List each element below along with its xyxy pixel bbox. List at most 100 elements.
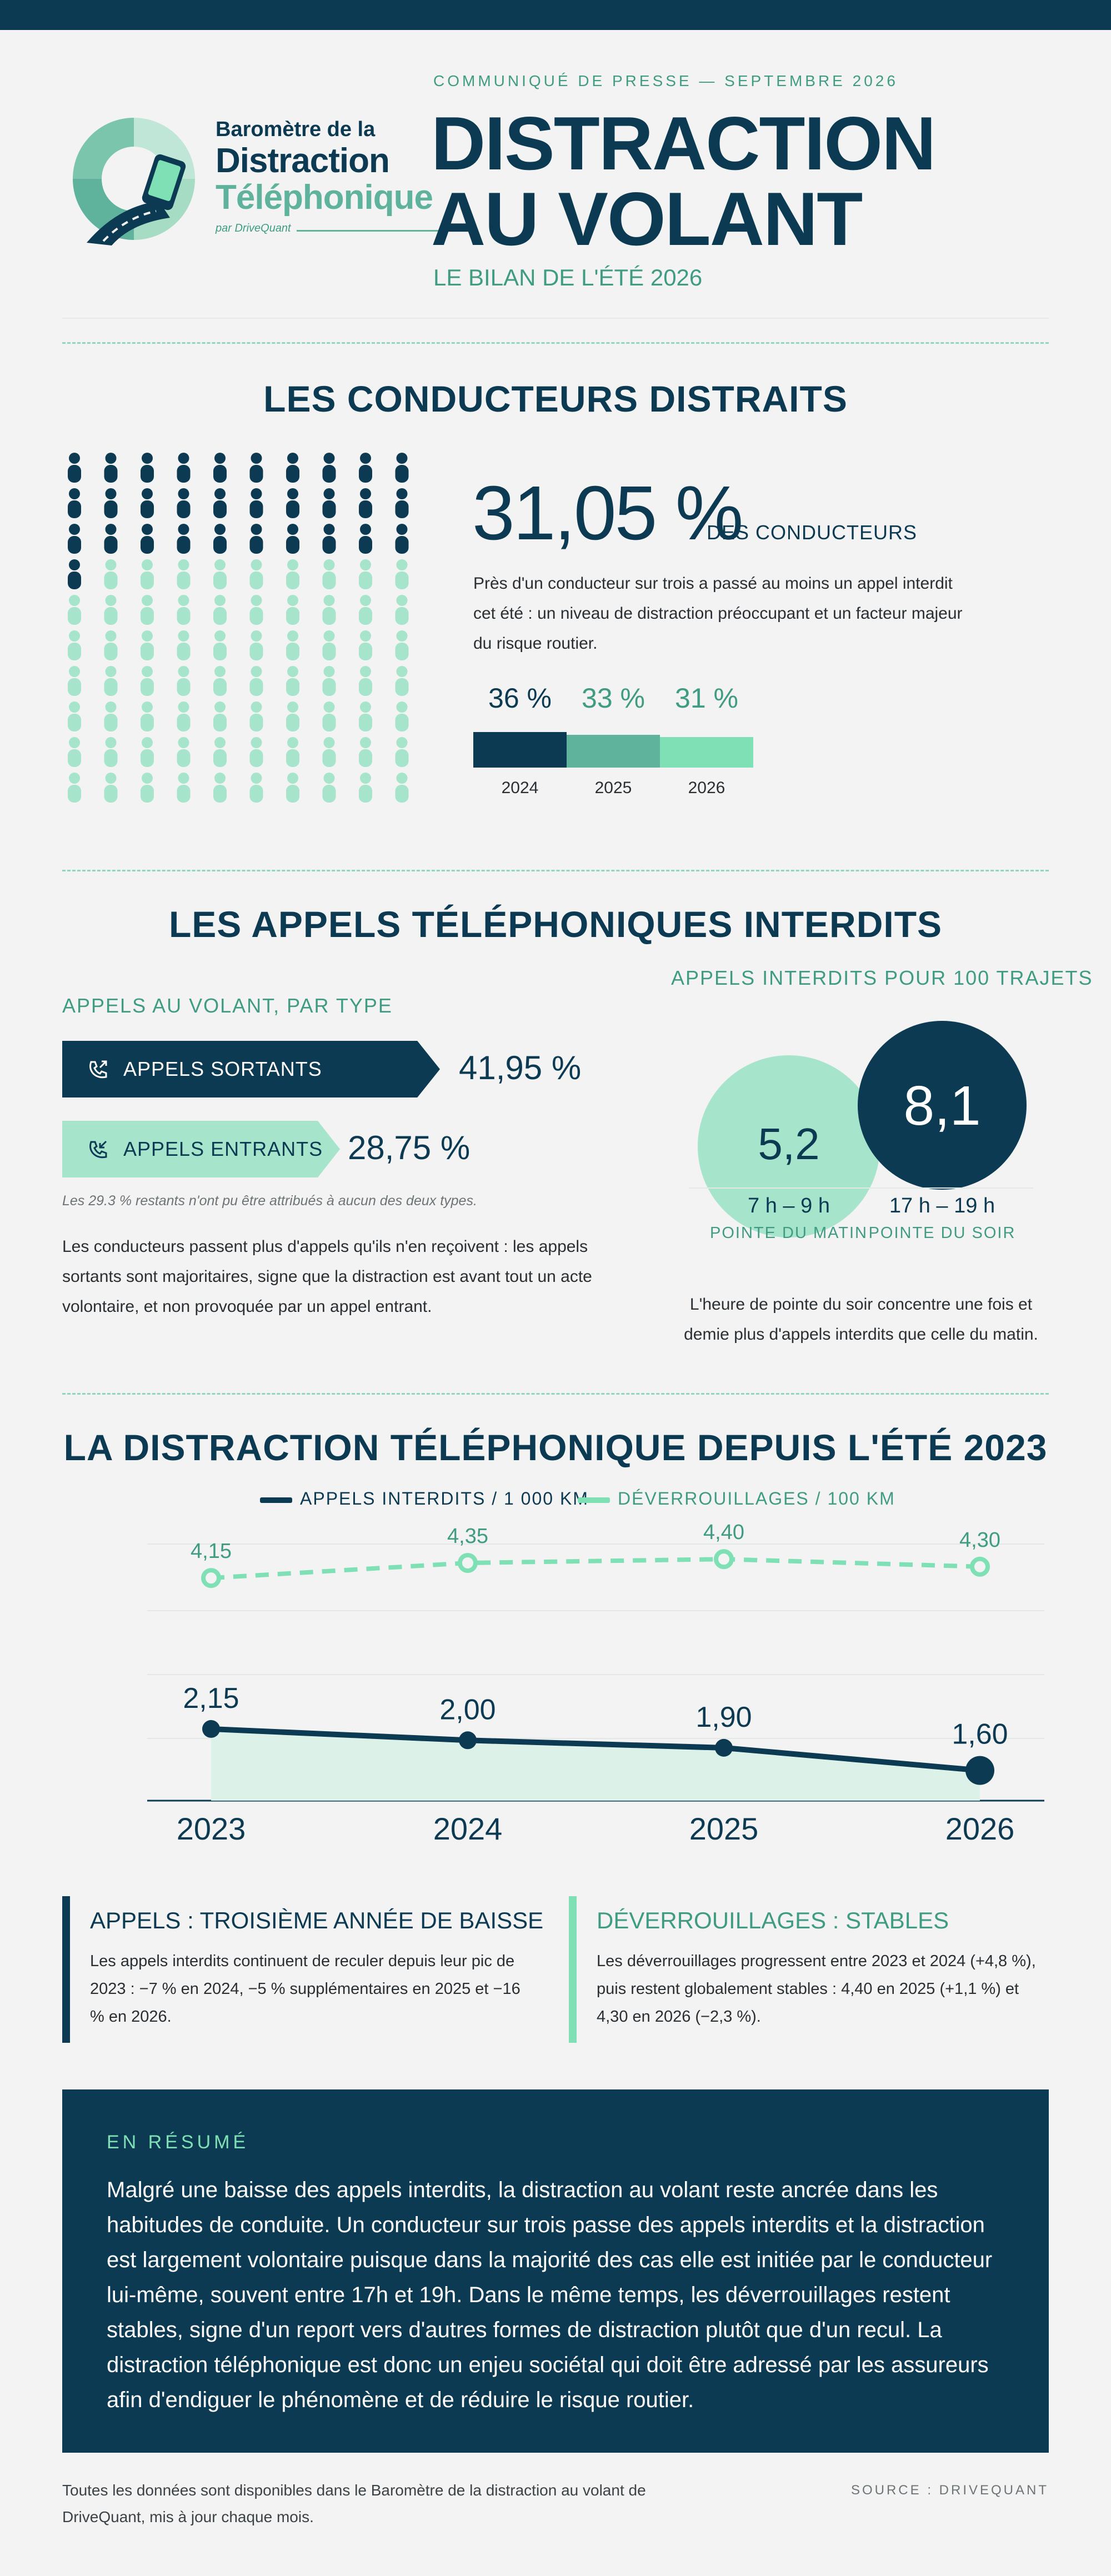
person-icon — [395, 453, 409, 483]
person-icon — [395, 630, 409, 660]
person-icon — [322, 666, 336, 696]
person-icon — [395, 701, 409, 731]
person-icon — [68, 488, 81, 518]
person-icon — [68, 559, 81, 589]
person-icon — [359, 524, 372, 554]
logo-line-3: Téléphonique — [216, 178, 433, 217]
person-icon — [395, 488, 409, 518]
person-icon — [286, 559, 299, 589]
person-icon — [104, 453, 118, 483]
calls-trend-card: APPELS : TROISIÈME ANNÉE DE BAISSE Les a… — [62, 1896, 543, 2043]
person-icon — [395, 773, 409, 803]
person-icon — [286, 773, 299, 803]
section-title-drivers: LES CONDUCTEURS DISTRAITS — [263, 378, 848, 419]
calls-point-label: 2,15 — [183, 1682, 239, 1715]
person-icon — [104, 701, 118, 731]
legend-label-unlocks: DÉVERROUILLAGES / 100 KM — [618, 1489, 895, 1508]
unlocks-point-label: 4,30 — [959, 1528, 1000, 1552]
person-icon — [177, 524, 191, 554]
drivers-description: Près d'un conducteur sur trois a passé a… — [473, 574, 963, 653]
card-accent-bar — [62, 1896, 70, 2043]
person-icon — [213, 453, 227, 483]
person-icon — [249, 559, 263, 589]
calls-line — [211, 1726, 980, 1773]
person-icon — [177, 773, 191, 803]
person-icon — [213, 488, 227, 518]
x-tick-label: 2023 — [177, 1811, 246, 1846]
person-icon — [286, 595, 299, 625]
person-icon — [322, 453, 336, 483]
outgoing-calls-bar: APPELS SORTANTS — [62, 1041, 440, 1097]
person-icon — [213, 773, 227, 803]
year-bar-category: 2026 — [688, 779, 725, 797]
person-icon — [249, 595, 263, 625]
person-icon — [286, 488, 299, 518]
unlocks-trend-card: DÉVERROUILLAGES : STABLES Les déverrouil… — [569, 1896, 1055, 2043]
person-icon — [286, 524, 299, 554]
person-icon — [104, 737, 118, 767]
person-icon — [359, 701, 372, 731]
peak-heading: APPELS INTERDITS POUR 100 TRAJETS — [671, 966, 1093, 989]
year-bar-category: 2024 — [501, 779, 539, 797]
unlocks-point — [458, 1552, 478, 1573]
press-kicker: COMMUNIQUÉ DE PRESSE — SEPTEMBRE 2026 — [433, 72, 898, 89]
person-icon — [177, 488, 191, 518]
page-subtitle: LE BILAN DE L'ÉTÉ 2026 — [433, 264, 703, 290]
person-icon — [249, 773, 263, 803]
calls-point — [459, 1731, 477, 1750]
section-title-calls: LES APPELS TÉLÉPHONIQUES INTERDITS — [168, 904, 943, 945]
year-bar — [473, 732, 567, 768]
person-icon — [359, 453, 372, 483]
person-icon — [68, 701, 81, 731]
calls-description: Les conducteurs passent plus d'appels qu… — [62, 1237, 592, 1316]
year-bar-value: 33 % — [582, 683, 645, 714]
person-icon — [141, 737, 154, 767]
person-icon — [395, 666, 409, 696]
person-icon — [213, 701, 227, 731]
incoming-calls-label: APPELS ENTRANTS — [123, 1137, 323, 1160]
outgoing-calls-value: 41,95 % — [459, 1049, 582, 1086]
incoming-calls-bar: APPELS ENTRANTS — [62, 1121, 340, 1177]
person-icon — [177, 666, 191, 696]
person-icon — [322, 630, 336, 660]
person-icon — [104, 595, 118, 625]
chart-legend: APPELS INTERDITS / 1 000 KM DÉVERROUILLA… — [0, 1486, 1111, 1514]
person-icon — [359, 559, 372, 589]
person-icon — [286, 737, 299, 767]
person-icon — [141, 524, 154, 554]
person-icon — [104, 559, 118, 589]
section-title-trend: LA DISTRACTION TÉLÉPHONIQUE DEPUIS L'ÉTÉ… — [63, 1427, 1048, 1468]
morning-peak-hours: 7 h – 9 h — [748, 1194, 830, 1217]
calls-point — [965, 1756, 994, 1785]
person-icon — [141, 630, 154, 660]
phone-incoming-icon — [89, 1140, 107, 1159]
unlocks-trend-text: Les déverrouillages progressent entre 20… — [597, 1952, 1036, 2026]
unlocks-point — [970, 1556, 990, 1577]
year-bar-value: 31 % — [675, 683, 738, 714]
person-icon — [213, 737, 227, 767]
calls-point-label: 1,60 — [952, 1718, 1008, 1751]
calls-point — [715, 1738, 733, 1757]
section-divider — [62, 1393, 1049, 1395]
person-icon — [322, 773, 336, 803]
person-icon — [249, 737, 263, 767]
person-icon — [141, 773, 154, 803]
outgoing-calls-label: APPELS SORTANTS — [123, 1058, 322, 1080]
page-title-line-2: AU VOLANT — [431, 177, 863, 261]
unlocks-point-label: 4,15 — [191, 1540, 232, 1563]
unlocks-point-label: 4,40 — [703, 1522, 744, 1544]
summary-heading: EN RÉSUMÉ — [107, 2132, 249, 2153]
top-bar — [0, 0, 1111, 30]
year-bar — [567, 735, 660, 768]
page-title-line-1: DISTRACTION — [431, 101, 936, 186]
person-icon — [395, 595, 409, 625]
person-icon — [249, 524, 263, 554]
x-tick-label: 2025 — [689, 1811, 759, 1846]
summary-text: Malgré une baisse des appels interdits, … — [107, 2178, 993, 2412]
person-icon — [249, 488, 263, 518]
person-icon — [68, 737, 81, 767]
header-divider — [62, 318, 1049, 319]
driver-pictogram — [68, 453, 409, 803]
year-bar-category: 2025 — [594, 779, 632, 797]
logo-by: par DriveQuant — [216, 222, 291, 234]
